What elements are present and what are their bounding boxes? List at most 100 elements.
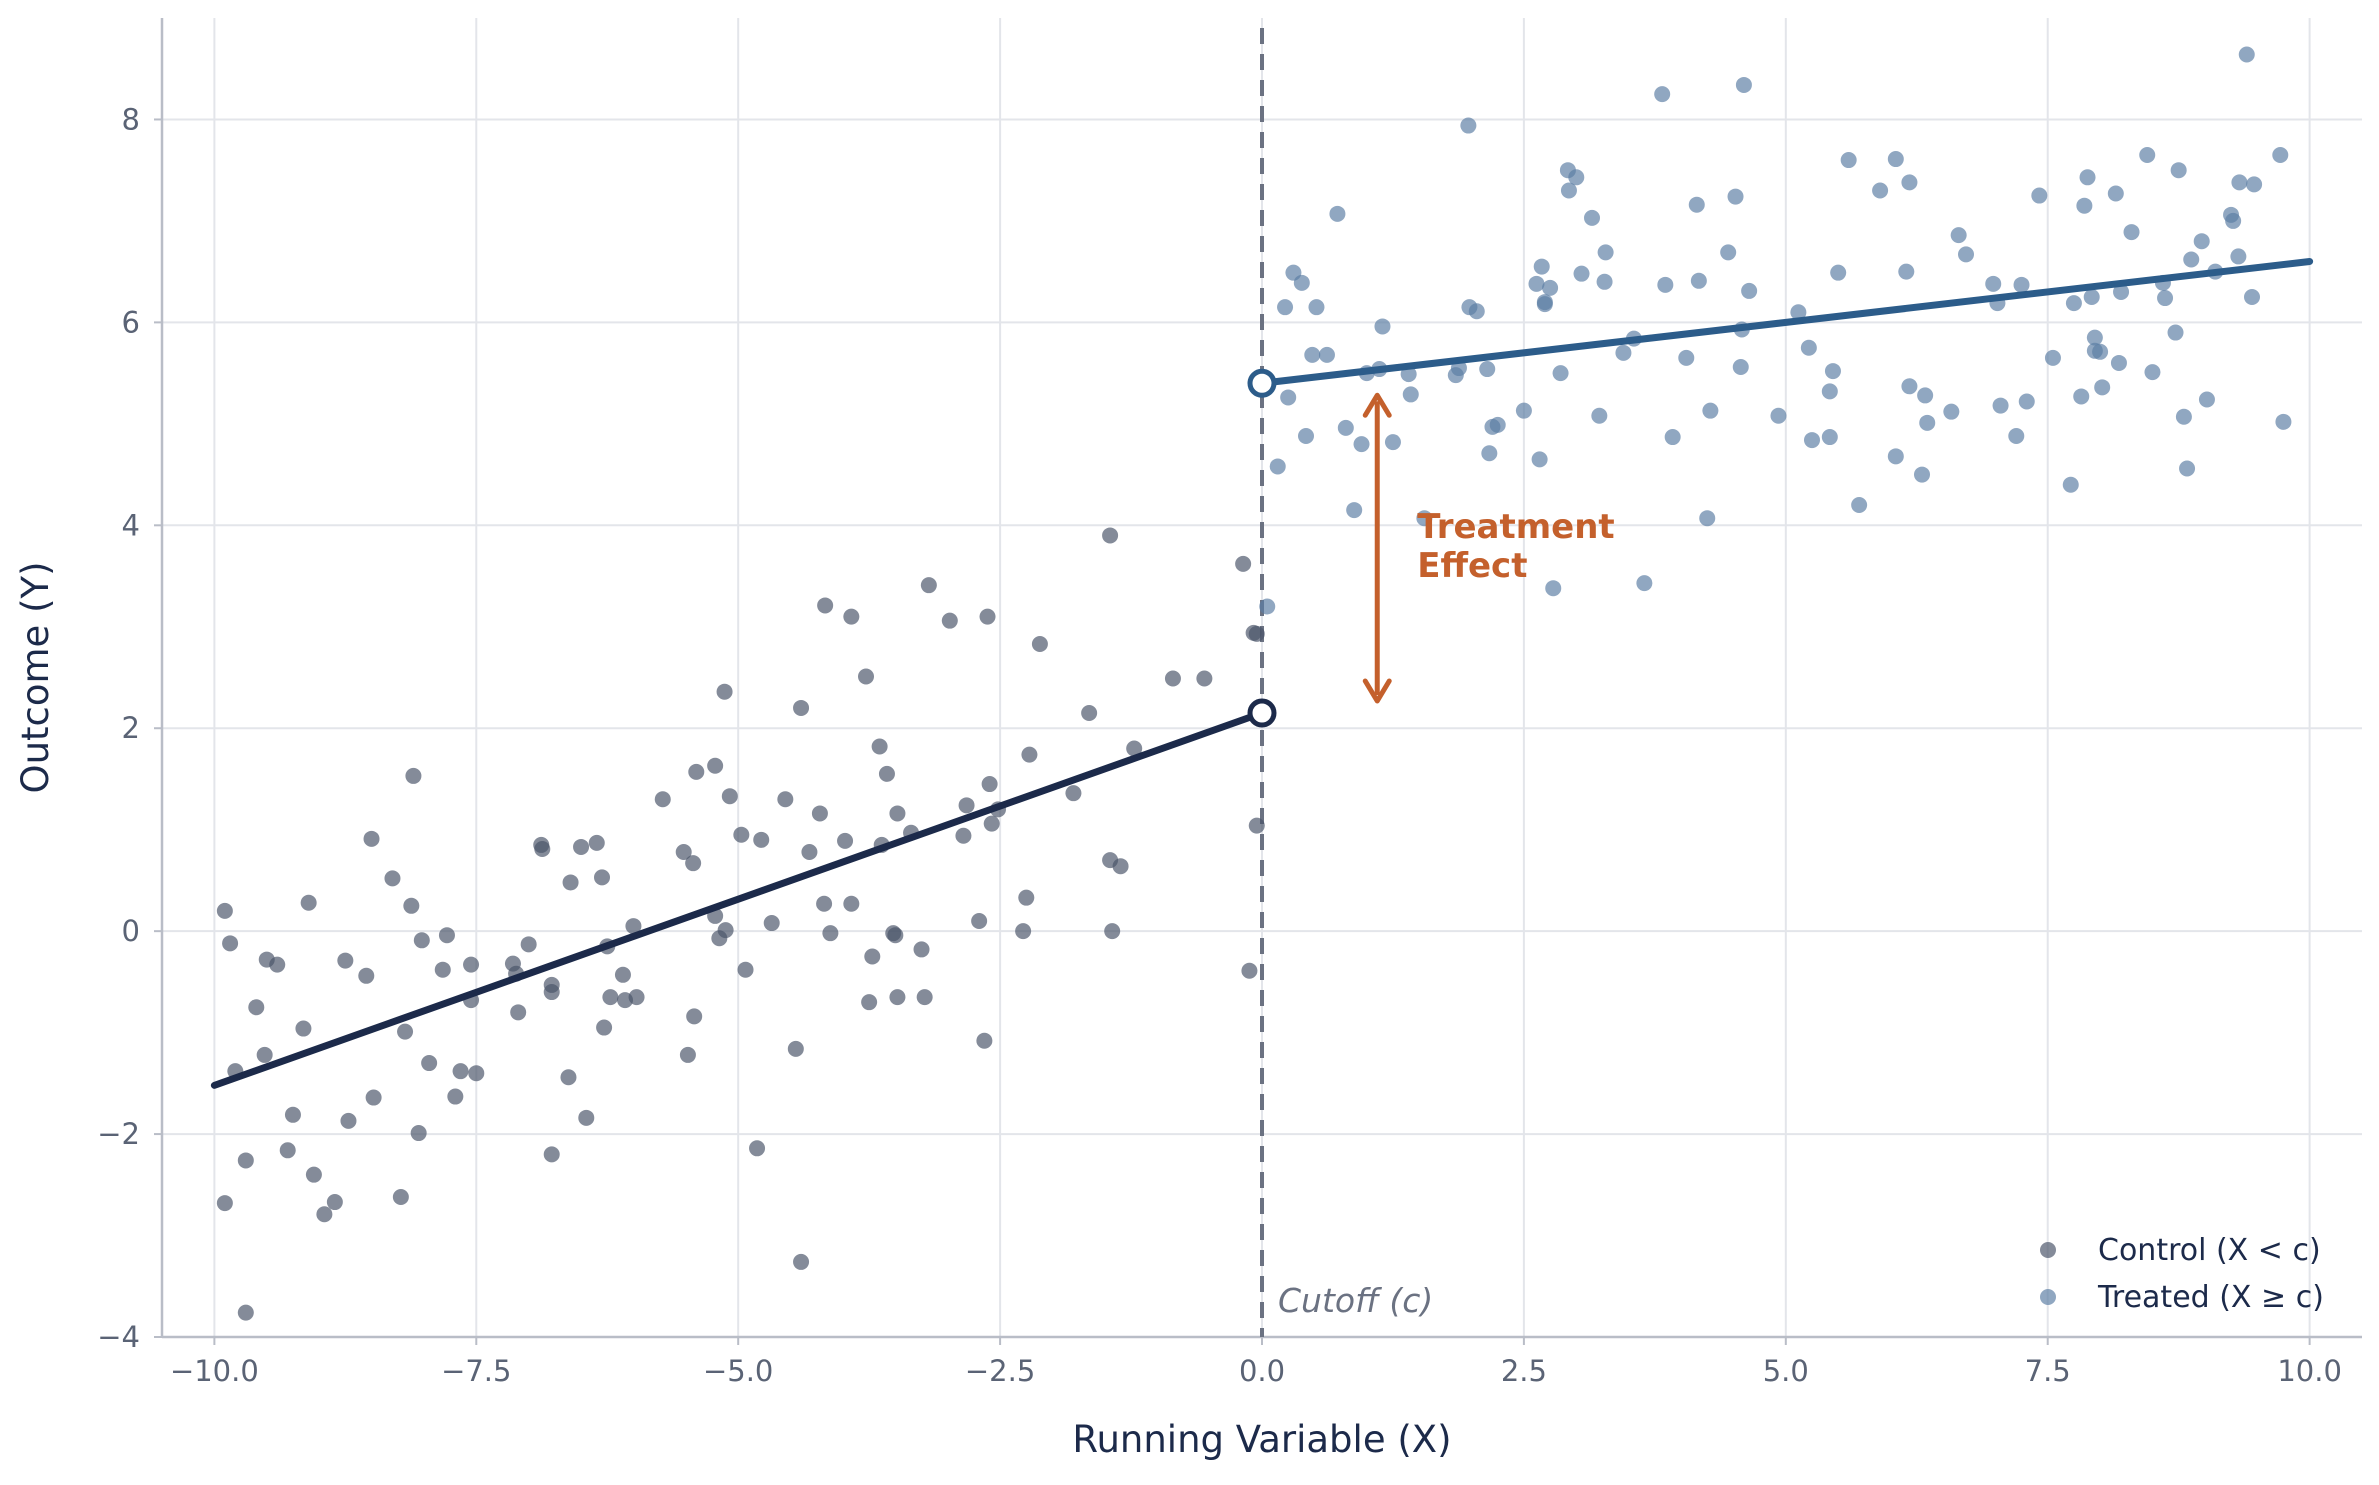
data-point xyxy=(753,831,770,848)
data-point xyxy=(2246,176,2263,193)
data-point xyxy=(1830,264,1847,281)
data-point xyxy=(1901,174,1918,191)
data-point xyxy=(749,1140,766,1157)
x-tick-label: −5.0 xyxy=(703,1354,773,1388)
data-point xyxy=(920,577,937,594)
data-point xyxy=(685,855,702,872)
data-point xyxy=(1126,740,1143,757)
data-point xyxy=(1821,383,1838,400)
data-point xyxy=(1329,205,1346,222)
data-point xyxy=(1741,282,1758,299)
data-point xyxy=(1536,294,1553,311)
data-point xyxy=(534,840,551,857)
data-point xyxy=(1887,448,1904,465)
data-point xyxy=(1374,318,1391,335)
data-point xyxy=(279,1142,296,1159)
data-point xyxy=(392,1188,409,1205)
data-point xyxy=(2230,248,2247,265)
data-point xyxy=(284,1106,301,1123)
data-point xyxy=(2079,169,2096,186)
data-point xyxy=(1031,636,1048,653)
data-point xyxy=(1542,279,1559,296)
data-point xyxy=(326,1194,343,1211)
data-point xyxy=(1018,889,1035,906)
data-point xyxy=(1015,923,1032,940)
data-point xyxy=(602,989,619,1006)
arrow-head-top xyxy=(1362,392,1392,418)
data-point xyxy=(1112,858,1129,875)
data-point xyxy=(1735,76,1752,93)
data-point xyxy=(628,989,645,1006)
data-point xyxy=(237,1152,254,1169)
data-point xyxy=(614,966,631,983)
data-point xyxy=(1914,466,1930,483)
data-point xyxy=(256,1046,273,1063)
cutoff-endpoint-marker xyxy=(1247,698,1277,728)
x-tick-label: 10.0 xyxy=(2277,1354,2342,1388)
data-point xyxy=(543,984,560,1001)
data-point xyxy=(421,1055,438,1072)
data-point xyxy=(811,805,828,822)
data-point xyxy=(543,1146,560,1163)
data-point xyxy=(837,832,854,849)
data-point xyxy=(1481,445,1498,462)
data-point xyxy=(2062,476,2079,493)
data-point xyxy=(1346,502,1363,519)
data-point xyxy=(216,902,233,919)
data-point xyxy=(1950,227,1967,244)
data-point xyxy=(976,1032,993,1049)
data-point xyxy=(1584,209,1600,226)
data-point xyxy=(2113,283,2130,300)
data-point xyxy=(1636,575,1653,592)
data-point xyxy=(1560,182,1577,199)
data-point xyxy=(1545,580,1562,597)
legend-label-treated: Treated (X ≥ c) xyxy=(2097,1280,2324,1315)
data-point xyxy=(981,776,998,793)
x-axis-label: Running Variable (X) xyxy=(1072,1418,1451,1461)
data-point xyxy=(1533,258,1550,275)
data-point xyxy=(1552,365,1569,382)
fit-line xyxy=(210,709,1266,1089)
y-tick-label: 4 xyxy=(122,508,140,542)
legend: Control (X < c) Treated (X ≥ c) xyxy=(2040,1233,2324,1315)
data-point xyxy=(2167,324,2184,341)
data-point xyxy=(1615,344,1632,361)
data-point xyxy=(295,1020,312,1037)
data-point xyxy=(413,932,430,949)
data-point xyxy=(463,956,480,973)
data-point xyxy=(889,989,906,1006)
data-point xyxy=(452,1063,469,1080)
data-point xyxy=(979,608,996,625)
data-point xyxy=(958,797,975,814)
y-tick-label: 8 xyxy=(122,102,140,136)
data-point xyxy=(300,894,317,911)
data-point xyxy=(1943,403,1960,420)
data-point xyxy=(1021,746,1038,763)
data-point xyxy=(955,827,972,844)
data-point xyxy=(237,1304,254,1321)
data-point xyxy=(1657,276,1674,293)
data-point xyxy=(843,608,860,625)
data-point xyxy=(447,1088,464,1105)
data-point xyxy=(871,738,888,755)
data-point xyxy=(1248,625,1265,642)
data-point xyxy=(1678,349,1695,366)
treatment-effect-label-line2: Effect xyxy=(1417,546,1527,586)
data-point xyxy=(403,897,420,914)
data-point xyxy=(2144,364,2161,381)
data-point xyxy=(578,1109,595,1126)
data-point xyxy=(1196,670,1213,687)
data-point xyxy=(913,941,930,958)
data-point xyxy=(2272,146,2289,163)
data-point xyxy=(1770,407,1787,424)
data-point xyxy=(717,922,734,939)
data-point xyxy=(1248,817,1265,834)
data-point xyxy=(1690,272,1707,289)
data-point xyxy=(1515,402,1532,419)
data-point xyxy=(588,834,605,851)
data-point xyxy=(737,961,754,978)
data-point xyxy=(1958,246,1974,263)
data-point xyxy=(1479,361,1496,378)
data-point xyxy=(1917,387,1934,404)
